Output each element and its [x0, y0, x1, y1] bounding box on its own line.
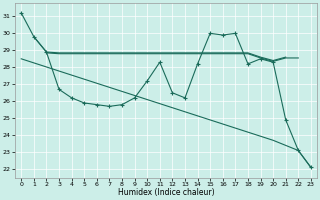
X-axis label: Humidex (Indice chaleur): Humidex (Indice chaleur): [118, 188, 214, 197]
